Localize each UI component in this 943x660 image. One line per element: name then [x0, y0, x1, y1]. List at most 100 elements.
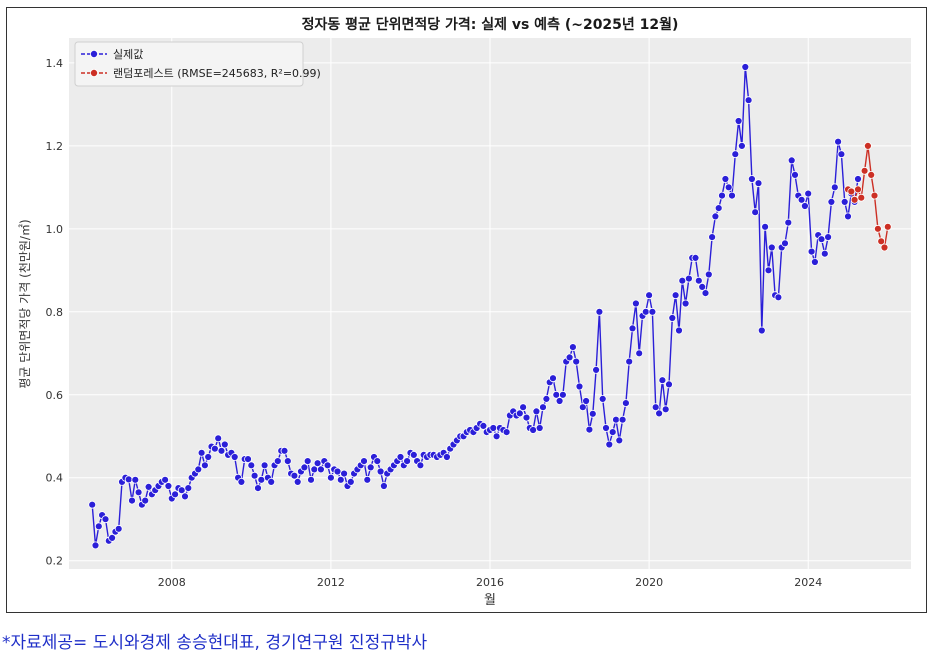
actual-data-point: [101, 515, 110, 524]
actual-data-point: [267, 477, 276, 486]
actual-data-point: [844, 212, 852, 221]
series-layer: [88, 63, 892, 550]
actual-data-point: [376, 467, 385, 476]
actual-data-point: [141, 496, 150, 505]
actual-data-point: [340, 469, 349, 478]
actual-data-point: [323, 461, 332, 470]
y-tick-label: 1.0: [46, 223, 64, 236]
actual-data-point: [247, 461, 256, 470]
actual-data-point: [479, 421, 488, 430]
actual-data-point: [738, 141, 746, 150]
actual-data-point: [144, 482, 153, 491]
actual-data-point: [854, 175, 862, 183]
actual-data-point: [714, 204, 723, 213]
forecast-data-point: [870, 191, 879, 200]
actual-data-point: [807, 247, 816, 256]
actual-data-point: [336, 475, 345, 484]
x-tick-label: 2012: [317, 576, 345, 589]
actual-data-point: [711, 212, 720, 221]
forecast-data-point: [847, 187, 856, 196]
actual-data-point: [409, 450, 418, 459]
actual-data-point: [651, 403, 660, 412]
actual-data-point: [635, 349, 644, 358]
actual-data-point: [801, 202, 809, 210]
actual-data-point: [416, 461, 425, 470]
actual-data-point: [565, 353, 574, 362]
actual-data-point: [741, 63, 750, 71]
actual-data-point: [681, 299, 690, 308]
actual-data-point: [373, 457, 382, 466]
actual-data-point: [197, 448, 206, 457]
actual-data-point: [734, 117, 743, 125]
actual-data-point: [787, 156, 796, 165]
actual-data-point: [134, 488, 143, 497]
forecast-data-point: [864, 141, 872, 150]
actual-data-point: [731, 150, 740, 159]
actual-data-point: [244, 455, 252, 464]
actual-data-point: [628, 324, 637, 333]
actual-data-point: [181, 492, 189, 501]
actual-data-point: [728, 191, 736, 200]
tick-layer: 0.2 0.4 0.6 0.8 1.0 1.2 1.4 2008 2012 2016 2020 202…: [46, 57, 823, 589]
actual-data-point: [403, 457, 412, 466]
forecast-data-point: [850, 195, 859, 204]
actual-data-point: [379, 482, 388, 490]
forecast-data-point: [854, 185, 862, 194]
actual-data-point: [678, 276, 687, 285]
forecast-data-point: [867, 170, 876, 179]
actual-data-point: [671, 291, 680, 300]
x-tick-label: 2020: [635, 576, 663, 589]
actual-data-point: [578, 403, 587, 412]
actual-data-point: [612, 415, 620, 424]
actual-data-point: [549, 374, 557, 383]
actual-data-point: [300, 463, 309, 472]
actual-data-point: [615, 436, 624, 445]
y-tick-label: 0.2: [46, 555, 64, 568]
actual-data-point: [200, 461, 209, 470]
y-tick-label: 0.6: [46, 389, 64, 402]
actual-data-point: [721, 175, 730, 183]
actual-data-point: [595, 307, 604, 316]
y-tick-label: 0.4: [46, 472, 64, 485]
actual-data-point: [108, 534, 116, 542]
actual-data-point: [217, 446, 226, 455]
actual-data-point: [618, 415, 627, 424]
actual-data-point: [724, 183, 733, 192]
actual-data-point: [532, 407, 541, 416]
actual-data-point: [164, 482, 173, 490]
actual-data-point: [250, 471, 259, 480]
actual-data-point: [542, 394, 551, 403]
actual-data-point: [559, 390, 567, 399]
y-tick-label: 0.8: [46, 306, 64, 319]
actual-data-point: [827, 197, 836, 206]
actual-data-point: [625, 357, 634, 366]
actual-data-point: [260, 461, 269, 470]
actual-data-point: [830, 183, 839, 192]
forecast-data-point: [880, 243, 889, 252]
actual-data-point: [691, 253, 700, 262]
legend-box: [74, 41, 304, 87]
actual-data-point: [535, 424, 544, 432]
actual-data-point: [396, 453, 405, 461]
actual-data-point: [820, 249, 829, 258]
y-tick-label: 1.4: [46, 57, 64, 70]
actual-data-point: [303, 457, 312, 466]
actual-data-point: [622, 399, 630, 408]
legend-forecast-label: 랜덤포레스트 (RMSE=245683, R²=0.99): [113, 67, 321, 80]
actual-data-point: [598, 394, 607, 403]
actual-data-point: [685, 274, 693, 283]
actual-data-point: [661, 405, 670, 414]
actual-data-point: [748, 175, 756, 183]
actual-data-point: [655, 409, 663, 418]
actual-data-point: [273, 457, 282, 466]
legend-actual-marker: [90, 50, 99, 59]
actual-data-point: [701, 289, 710, 298]
actual-data-point: [307, 475, 315, 484]
actual-data-point: [781, 239, 789, 248]
actual-data-point: [346, 477, 355, 486]
y-axis-label: 평균 단위면적당 가격 (천만원/㎡): [17, 219, 32, 388]
actual-data-point: [588, 409, 597, 418]
actual-data-point: [492, 432, 501, 441]
actual-data-point: [539, 403, 547, 412]
actual-data-point: [502, 428, 511, 437]
